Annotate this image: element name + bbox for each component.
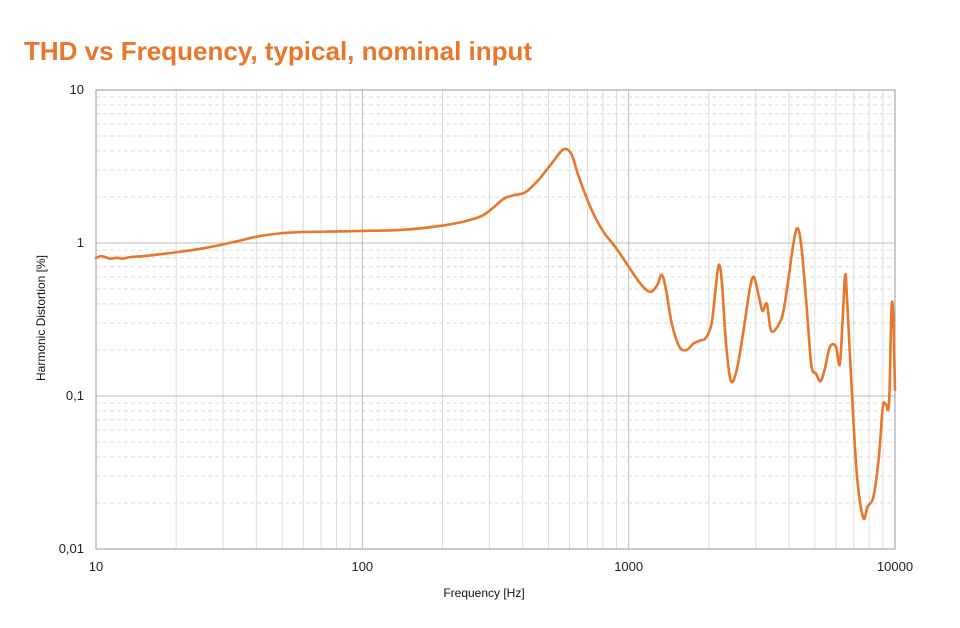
y-tick-label: 0,1 xyxy=(66,388,84,403)
major-gridlines xyxy=(95,89,896,550)
y-tick-label: 0,01 xyxy=(59,541,84,556)
x-tick-label: 10 xyxy=(89,559,103,574)
y-axis-label: Harmonic Distortion [%] xyxy=(34,255,48,381)
plot-frame xyxy=(95,89,896,550)
y-tick-label: 10 xyxy=(70,82,84,97)
y-tick-label: 1 xyxy=(77,235,84,250)
x-tick-label: 10000 xyxy=(877,559,913,574)
thd-series-line xyxy=(94,147,897,521)
y-tick-labels: 10 1 0,1 0,01 xyxy=(59,82,84,556)
x-tick-label: 100 xyxy=(351,559,373,574)
chart-title: THD vs Frequency, typical, nominal input xyxy=(24,36,533,66)
series-layer xyxy=(94,147,897,521)
x-tick-labels: 10 100 1000 10000 xyxy=(89,559,913,574)
minor-gridlines xyxy=(96,90,895,549)
x-axis-label: Frequency [Hz] xyxy=(443,586,524,600)
x-tick-label: 1000 xyxy=(614,559,643,574)
